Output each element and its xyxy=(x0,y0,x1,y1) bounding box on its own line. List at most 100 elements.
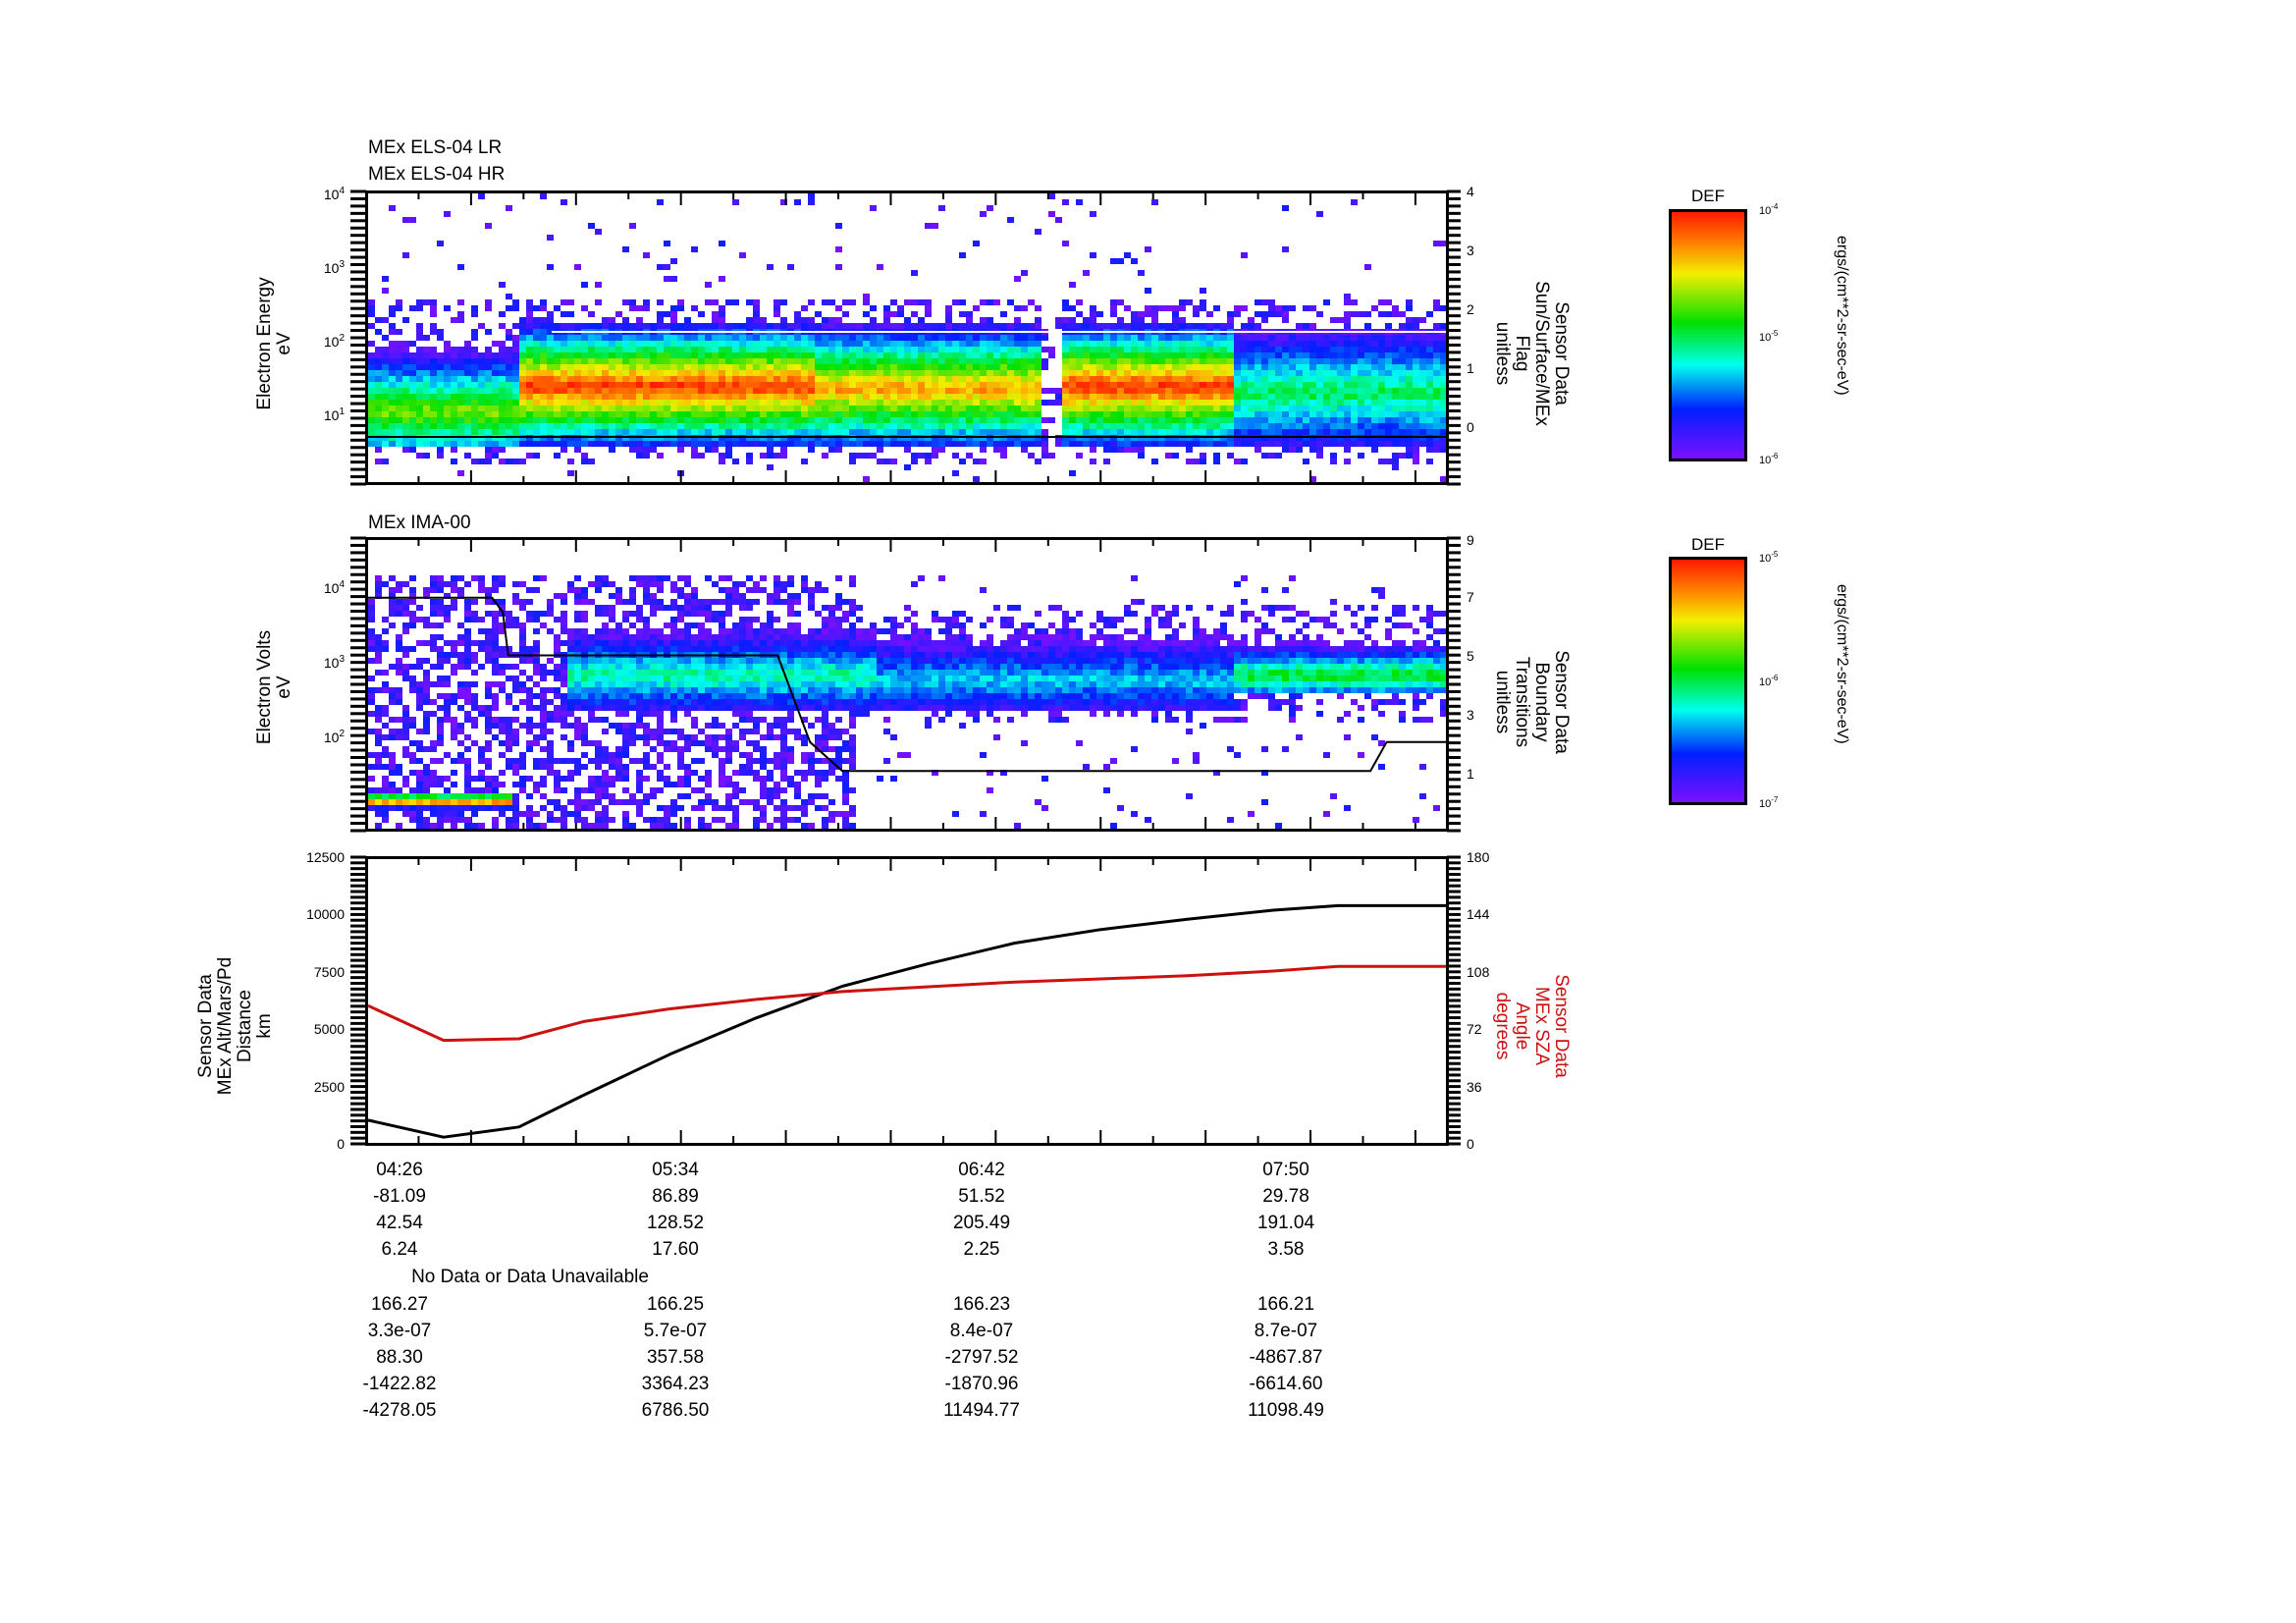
colorbar-els-tick-mid: 10-5 xyxy=(1759,329,1779,344)
panel-els-left-tick: 102 xyxy=(323,333,345,350)
colorbar-ima-unit: ergs/(cm**2-sr-sec-eV) xyxy=(1834,584,1850,744)
label-line: Sensor Data xyxy=(1551,301,1572,406)
panel-els-left-tick: 101 xyxy=(323,406,345,423)
panel-orbit-left-tick: 0 xyxy=(337,1136,345,1152)
panel-els-left-tick: 104 xyxy=(323,186,345,202)
ephemeris-value: 8.7e-07 xyxy=(1254,1321,1318,1341)
panel-ima-left-tick: 102 xyxy=(323,729,345,745)
panel-els-right-tick: 4 xyxy=(1467,184,1474,199)
panel-els-right-tick: 1 xyxy=(1467,360,1474,376)
panel-orbit-left-tick: 2500 xyxy=(313,1079,345,1095)
label-line: Electron Volts xyxy=(254,629,275,745)
ephemeris-value: 8.4e-07 xyxy=(949,1321,1014,1341)
els-spectrogram xyxy=(368,193,1446,482)
panel-ima-right-label: Sensor Data Boundary Transitions unitles… xyxy=(1492,604,1572,800)
ephemeris-value: 3364.23 xyxy=(641,1374,710,1394)
label-line: unitless xyxy=(1492,670,1513,734)
ephemeris-value: 3.3e-07 xyxy=(367,1321,432,1341)
ephemeris-value: 11494.77 xyxy=(943,1400,1020,1421)
ephemeris-value: 166.21 xyxy=(1256,1294,1315,1315)
orbit-line-plot xyxy=(367,903,1446,1139)
colorbar-ima-tick-mid: 10-6 xyxy=(1759,674,1779,688)
panel-orbit-left-tick: 5000 xyxy=(313,1021,345,1037)
ephemeris-value: 128.52 xyxy=(646,1213,705,1233)
colorbar-els-unit: ergs/(cm**2-sr-sec-eV) xyxy=(1834,236,1850,396)
panel-els-left-tick: 103 xyxy=(323,259,345,276)
panel-orbit-left-label: Sensor Data MEx Alt/Mars/Pd Distance km xyxy=(195,889,275,1163)
ephemeris-value: -6614.60 xyxy=(1249,1374,1323,1394)
ephemeris-value: 166.23 xyxy=(952,1294,1011,1315)
ephemeris-value: 42.54 xyxy=(376,1213,423,1233)
label-line: Distance xyxy=(235,990,255,1062)
panel-orbit-left-tick: 10000 xyxy=(306,906,345,922)
panel-ima-right-tick: 5 xyxy=(1467,648,1474,664)
label-line: Flag xyxy=(1512,335,1532,372)
ephemeris-value: 2.25 xyxy=(963,1239,1000,1260)
colorbar-els-tick-max: 10-4 xyxy=(1759,202,1779,217)
ephemeris-value: 166.25 xyxy=(646,1294,705,1315)
label-line: MEx Alt/Mars/Pd xyxy=(215,956,236,1096)
panel-orbit-right-tick: 0 xyxy=(1467,1136,1474,1152)
panel-orbit-right-tick: 180 xyxy=(1467,849,1490,865)
ephemeris-value: 191.04 xyxy=(1256,1213,1315,1233)
ephemeris-value: -2797.52 xyxy=(944,1347,1019,1368)
ephemeris-value: 06:42 xyxy=(958,1160,1005,1180)
ephemeris-value: 07:50 xyxy=(1262,1160,1309,1180)
ephemeris-value: 205.49 xyxy=(952,1213,1011,1233)
ephemeris-value: 357.58 xyxy=(646,1347,705,1368)
panel-ima-right-tick: 7 xyxy=(1467,589,1474,605)
panel-els-title-hr: MEx ELS-04 HR xyxy=(368,164,506,185)
panel-ima-right-tick: 3 xyxy=(1467,707,1474,723)
panel-els-right-tick: 2 xyxy=(1467,301,1474,317)
panel-ima-left-label: Electron Volts eV xyxy=(254,589,294,785)
panel-orbit-right-label: Sensor Data MEx SZA Angle degrees xyxy=(1492,928,1572,1124)
ephemeris-value: 51.52 xyxy=(958,1186,1005,1207)
label-line: MEx SZA xyxy=(1531,986,1552,1066)
ephemeris-value: -81.09 xyxy=(373,1186,426,1207)
ephemeris-value: 86.89 xyxy=(652,1186,699,1207)
ephemeris-value: -4278.05 xyxy=(362,1400,437,1421)
panel-ima-right-tick: 9 xyxy=(1467,532,1474,548)
colorbar-els-gradient xyxy=(1669,209,1747,461)
panel-orbit-right-tick: 72 xyxy=(1467,1021,1482,1037)
ephemeris-value: 04:26 xyxy=(376,1160,423,1180)
label-line: Sun/Surface/MEx xyxy=(1531,281,1552,426)
ephemeris-value: -1422.82 xyxy=(362,1374,437,1394)
colorbar-ima-gradient xyxy=(1669,557,1747,805)
ephemeris-value: 17.60 xyxy=(652,1239,699,1260)
colorbar-ima-tick-max: 10-5 xyxy=(1759,550,1779,565)
panel-orbit-left-tick: 12500 xyxy=(306,849,345,865)
label-line: Transitions xyxy=(1512,656,1532,748)
panel-els-right-label: Sensor Data Sun/Surface/MEx Flag unitles… xyxy=(1492,255,1572,452)
ephemeris-note: No Data or Data Unavailable xyxy=(411,1267,649,1287)
ephemeris-value: -4867.87 xyxy=(1249,1347,1323,1368)
panel-orbit-frame xyxy=(365,856,1449,1146)
ima-spectrogram xyxy=(368,540,1446,829)
panel-orbit-right-tick: 108 xyxy=(1467,964,1490,980)
panel-ima-right-tick: 1 xyxy=(1467,766,1474,782)
panel-els-title-lr: MEx ELS-04 LR xyxy=(368,137,503,158)
label-line: degrees xyxy=(1492,992,1513,1060)
panel-orbit-right-tick: 36 xyxy=(1467,1079,1482,1095)
panel-els-right-tick: 0 xyxy=(1467,419,1474,435)
label-line: eV xyxy=(274,676,294,699)
label-line: Angle xyxy=(1512,1001,1532,1051)
panel-ima-left-tick: 104 xyxy=(323,579,345,596)
ephemeris-value: 6786.50 xyxy=(641,1400,710,1421)
ephemeris-value: 05:34 xyxy=(652,1160,699,1180)
label-line: Sensor Data xyxy=(195,974,216,1078)
panel-els-right-tick: 3 xyxy=(1467,243,1474,258)
ephemeris-value: -1870.96 xyxy=(944,1374,1019,1394)
panel-ima-title: MEx IMA-00 xyxy=(368,513,471,533)
label-line: unitless xyxy=(1492,321,1513,386)
ephemeris-value: 3.58 xyxy=(1267,1239,1305,1260)
ephemeris-value: 166.27 xyxy=(370,1294,429,1315)
